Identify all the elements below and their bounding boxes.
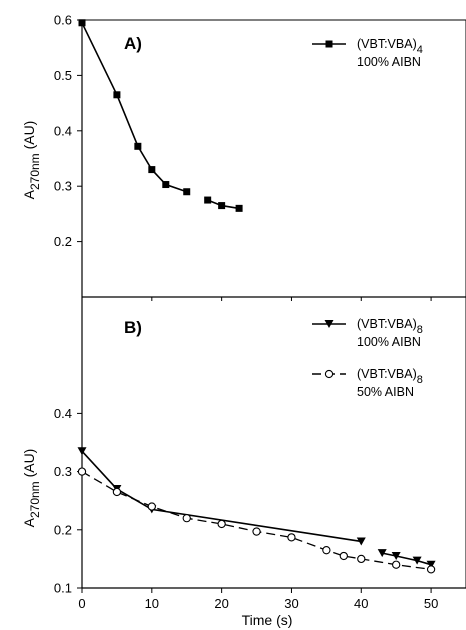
y-tick-label: 0.4 bbox=[54, 406, 72, 421]
data-point-triangle bbox=[426, 560, 436, 569]
panel-b-legend: (VBT:VBA)8 100% AIBN (VBT:VBA)8 50% AIBN bbox=[312, 317, 423, 399]
data-point-triangle bbox=[356, 537, 366, 546]
data-point-circle bbox=[392, 560, 401, 569]
data-point-circle bbox=[339, 551, 348, 561]
legend-b1-series-line2: 100% AIBN bbox=[357, 335, 421, 349]
legend-a-marker bbox=[325, 40, 333, 48]
panel-b-series bbox=[77, 447, 436, 574]
y-tick-label: 0.2 bbox=[54, 522, 72, 537]
panel-b-yticks: 0.1 0.2 0.3 0.4 bbox=[54, 406, 82, 596]
x-tick-label: 40 bbox=[354, 596, 368, 611]
panel-a-legend: (VBT:VBA)4 100% AIBN bbox=[312, 37, 423, 69]
panel-b: B) 0.10.20.30.4 0 10 20 30 40 50 A270nm (AU) … bbox=[21, 317, 438, 628]
panel-a-yticks: 0.2 0.3 0.4 0.5 0.6 bbox=[54, 13, 432, 301]
data-point-square bbox=[78, 19, 86, 27]
data-point-circle bbox=[217, 519, 226, 529]
data-point-circle bbox=[77, 467, 87, 476]
data-point-square bbox=[148, 166, 156, 174]
panel-b-label: B) bbox=[124, 318, 142, 337]
legend-b1-marker bbox=[324, 320, 334, 328]
y-tick-label: 0.3 bbox=[54, 464, 72, 479]
x-tick-label: 30 bbox=[284, 596, 298, 611]
data-point-circle bbox=[147, 502, 156, 511]
data-point-circle bbox=[252, 527, 261, 536]
panel-a-y-axis-label: A270nm (AU) bbox=[21, 121, 42, 200]
x-tick-label: 0 bbox=[78, 596, 85, 611]
data-point-circle bbox=[357, 554, 366, 564]
data-point-triangle bbox=[412, 556, 422, 565]
legend-b2-series-line2: 50% AIBN bbox=[357, 385, 414, 399]
data-point-circle bbox=[322, 546, 331, 555]
legend-b2-series-name: (VBT:VBA)8 bbox=[357, 367, 423, 386]
y-tick-label: 0.5 bbox=[54, 68, 72, 83]
data-point-square bbox=[134, 142, 142, 150]
data-point-triangle bbox=[377, 549, 387, 558]
data-point-square bbox=[162, 181, 170, 189]
data-point-square bbox=[235, 204, 243, 212]
legend-a-series-name: (VBT:VBA)4 bbox=[357, 37, 423, 56]
series-line bbox=[382, 552, 432, 566]
data-point-square bbox=[204, 196, 212, 204]
y-tick-label: 0.2 bbox=[54, 234, 72, 249]
x-axis-label: Time (s) bbox=[242, 612, 293, 628]
legend-a-series-line2: 100% AIBN bbox=[357, 55, 421, 69]
y-tick-label: 0.6 bbox=[54, 13, 72, 28]
y-tick-label: 0.4 bbox=[54, 123, 72, 138]
data-point-circle bbox=[287, 533, 296, 542]
y-tick-label: 0.1 bbox=[54, 581, 72, 596]
series-line bbox=[81, 22, 187, 193]
data-point-triangle bbox=[391, 551, 401, 560]
series-line bbox=[81, 471, 432, 571]
x-tick-label: 10 bbox=[145, 596, 159, 611]
legend-b2-marker bbox=[324, 369, 334, 379]
data-point-square bbox=[183, 188, 191, 196]
y-tick-label: 0.3 bbox=[54, 179, 72, 194]
x-tick-label: 20 bbox=[214, 596, 228, 611]
x-tick-label: 50 bbox=[424, 596, 438, 611]
data-point-circle bbox=[426, 565, 436, 574]
panel-b-y-axis-label: A270nm (AU) bbox=[21, 449, 42, 528]
panel-a: A) 0.2 0.3 0.4 0.5 0.6 A270nm (AU) (VBT:VBA)… bbox=[21, 13, 432, 301]
panel-a-label: A) bbox=[124, 34, 142, 53]
data-point-circle bbox=[182, 514, 191, 523]
data-point-square bbox=[218, 202, 226, 210]
panel-a-series bbox=[78, 19, 243, 212]
data-point-square bbox=[113, 91, 121, 99]
legend-b1-series-name: (VBT:VBA)8 bbox=[357, 317, 423, 336]
data-point-circle bbox=[112, 487, 122, 497]
panel-b-xticks: 0 10 20 30 40 50 bbox=[78, 588, 438, 611]
data-point-triangle bbox=[77, 447, 87, 456]
